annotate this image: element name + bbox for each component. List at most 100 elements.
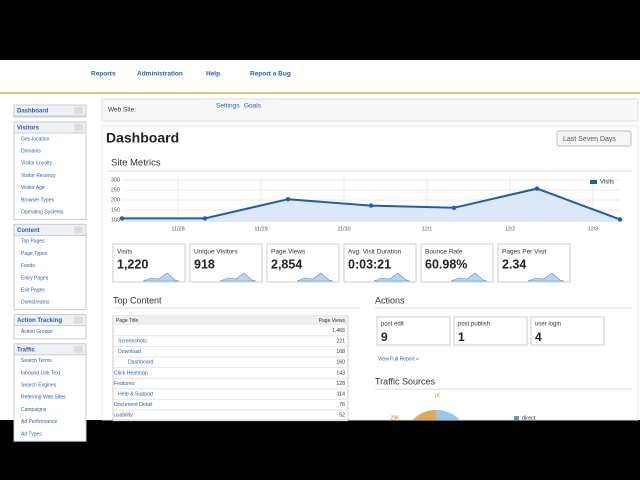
action-value: 9 xyxy=(381,330,388,344)
action-label: post publish xyxy=(458,322,490,328)
sidebar-item[interactable]: Operating Systems xyxy=(21,210,64,216)
point xyxy=(202,216,208,221)
page-title-cell[interactable]: Features xyxy=(114,381,135,387)
point xyxy=(451,205,457,210)
point xyxy=(119,216,125,221)
sidebar-item[interactable]: Top Pages xyxy=(21,239,45,245)
section-title: Top Content xyxy=(113,295,162,305)
action-card xyxy=(376,316,451,346)
page-title-cell[interactable]: Document Detail xyxy=(114,402,152,408)
column-header: Page Views xyxy=(319,318,346,324)
section-title: Site Metrics xyxy=(111,158,161,169)
sidebar-title[interactable]: Dashboard xyxy=(17,109,49,115)
legend-swatch xyxy=(590,180,597,184)
x-tick-label: 11/28 xyxy=(171,226,184,232)
legend-swatch xyxy=(514,416,519,420)
sparkline xyxy=(450,272,488,282)
page-title-cell[interactable]: Click Heatmap xyxy=(114,370,148,376)
range-label[interactable]: Last Seven Days xyxy=(563,136,616,143)
page-views-cell: 76 xyxy=(339,402,345,408)
action-value: 4 xyxy=(535,330,542,344)
sidebar-item[interactable]: Ad Performance xyxy=(21,419,57,425)
sidebar-section xyxy=(13,223,87,311)
sidebar-item[interactable]: Visitor Loyalty xyxy=(21,161,53,167)
sidebar-header xyxy=(13,343,87,356)
sidebar-item[interactable]: Campaigns xyxy=(21,407,47,413)
site-label: Web Site: xyxy=(108,107,136,114)
site-link[interactable]: Settings xyxy=(216,103,240,110)
metric-label: Bounce Rate xyxy=(425,249,463,256)
metric-card xyxy=(343,243,417,283)
metric-card xyxy=(112,243,186,283)
sparkline xyxy=(142,272,180,282)
point xyxy=(617,217,623,222)
sidebar-title[interactable]: Visitors xyxy=(17,126,40,132)
metric-value: 918 xyxy=(194,257,215,271)
page-views-cell: 1,466 xyxy=(332,328,345,334)
sidebar-title[interactable]: Traffic xyxy=(17,347,36,353)
metric-value: 60.98% xyxy=(425,257,467,271)
sidebar-toggle[interactable] xyxy=(74,345,83,353)
sidebar-toggle[interactable] xyxy=(74,124,83,131)
legend-label: direct xyxy=(522,415,536,421)
sidebar-item[interactable]: Search Engines xyxy=(21,383,57,389)
sidebar-item[interactable]: Action Groups xyxy=(21,329,53,335)
page-views-cell: 168 xyxy=(336,349,345,355)
nav-link[interactable]: Report a Bug xyxy=(250,71,291,78)
sidebar-item[interactable]: Domains xyxy=(21,149,41,155)
page-title-cell[interactable]: Screenshots xyxy=(118,338,147,344)
nav-link[interactable]: Reports xyxy=(91,71,116,78)
pie-label: 1K xyxy=(434,393,441,399)
page-title-cell[interactable]: Dashboard xyxy=(128,360,153,366)
nav-link[interactable]: Administration xyxy=(137,71,183,78)
sidebar-item[interactable]: Page Types xyxy=(21,251,48,257)
range-dropdown[interactable] xyxy=(556,130,632,147)
page-title-cell[interactable]: Download xyxy=(118,349,141,355)
sidebar-item[interactable]: Exit Pages xyxy=(21,288,45,294)
metric-card xyxy=(497,243,571,283)
point xyxy=(368,203,374,208)
x-tick-label: 12/1 xyxy=(422,226,433,232)
sparkline xyxy=(373,272,411,282)
x-tick-label: 11/29 xyxy=(254,226,267,232)
nav-rule xyxy=(0,92,640,94)
sidebar-item[interactable]: Geo-location xyxy=(21,136,50,142)
action-link[interactable]: View Full Report » xyxy=(378,356,419,362)
sidebar-item[interactable]: Visitor Age xyxy=(21,185,45,191)
section-title: Traffic Sources xyxy=(375,376,436,386)
area xyxy=(122,188,620,222)
pie xyxy=(412,409,460,420)
sidebar-title[interactable]: Action Tracking xyxy=(17,318,62,324)
sidebar-title[interactable]: Content xyxy=(17,228,40,234)
metric-card xyxy=(266,243,340,283)
metric-value: 0:03:21 xyxy=(348,257,391,271)
sidebar-item[interactable]: Visitor Recency xyxy=(21,173,56,179)
sidebar-item[interactable]: Inbound Link Text xyxy=(21,370,61,376)
section-title: Actions xyxy=(375,295,405,305)
site-bar xyxy=(101,98,639,122)
sidebar-item[interactable]: Entry Pages xyxy=(21,275,49,281)
sidebar-toggle[interactable] xyxy=(74,316,83,324)
sidebar-item[interactable]: Domstreams xyxy=(21,300,50,306)
nav-link[interactable]: Help xyxy=(206,71,220,78)
y-tick-label: 100 xyxy=(111,217,120,223)
sidebar-item[interactable]: Browser Types xyxy=(21,197,54,203)
sidebar-item[interactable]: Ad Types xyxy=(21,431,42,437)
sidebar-header xyxy=(13,104,87,117)
metric-label: Pages Per Visit xyxy=(502,249,547,256)
action-label: user login xyxy=(535,322,561,328)
sidebar-toggle[interactable] xyxy=(74,107,83,114)
x-tick-label: 12/2 xyxy=(505,226,516,232)
sidebar-toggle[interactable] xyxy=(74,226,83,234)
pie-slice xyxy=(412,410,436,420)
y-tick-label: 150 xyxy=(111,207,120,213)
site-link[interactable]: Goals xyxy=(244,103,262,110)
sparkline xyxy=(296,272,334,282)
page-title-cell[interactable]: usability xyxy=(114,413,133,419)
sidebar-item[interactable]: Search Terms xyxy=(21,358,52,364)
metric-card xyxy=(189,243,263,283)
page-title-cell[interactable]: Help & Support xyxy=(118,391,154,397)
sparkline xyxy=(219,272,257,282)
sidebar-item[interactable]: Referring Web Sites xyxy=(21,395,66,401)
sidebar-item[interactable]: Feeds xyxy=(21,263,35,269)
